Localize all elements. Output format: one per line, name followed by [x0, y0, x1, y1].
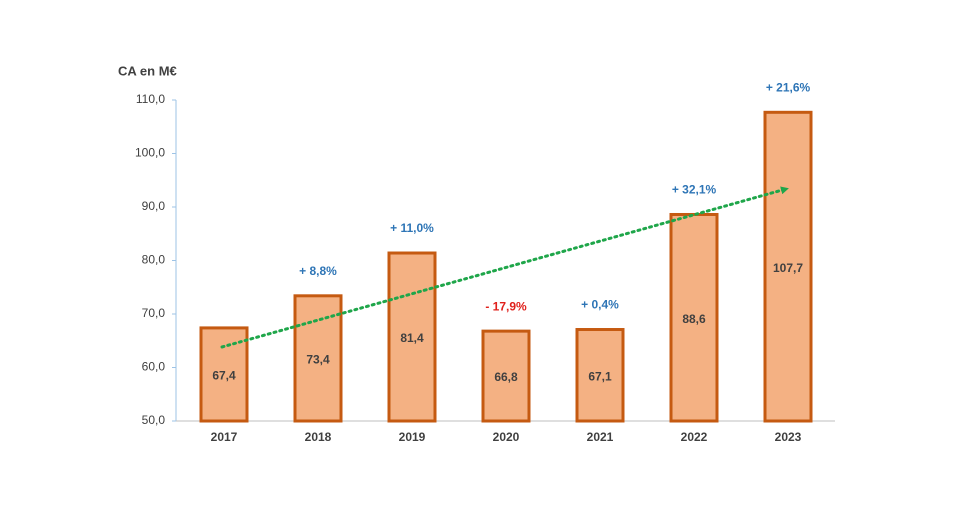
y-tick-label: 100,0 — [135, 146, 165, 160]
y-tick-label: 70,0 — [142, 306, 166, 320]
y-tick-label: 60,0 — [142, 360, 166, 374]
bar — [575, 328, 625, 423]
growth-label: + 8,8% — [299, 264, 337, 278]
growth-label: + 11,0% — [390, 221, 434, 235]
bar — [669, 212, 719, 423]
y-tick-label: 50,0 — [142, 413, 166, 427]
growth-label: + 0,4% — [581, 298, 619, 312]
value-label: 66,8 — [494, 370, 518, 384]
value-label: 81,4 — [400, 331, 424, 345]
growth-label: - 17,9% — [485, 299, 527, 313]
y-tick-label: 110,0 — [136, 92, 165, 106]
growth-label: + 32,1% — [672, 183, 717, 197]
bar — [481, 329, 531, 423]
x-tick-label: 2019 — [399, 430, 426, 444]
bar — [763, 110, 813, 423]
x-tick-label: 2020 — [493, 430, 520, 444]
trend-arrow — [220, 186, 789, 349]
value-label: 107,7 — [773, 261, 803, 275]
x-tick-label: 2017 — [211, 430, 238, 444]
value-label: 67,1 — [588, 369, 612, 383]
y-axis-label: CA en M€ — [118, 63, 177, 78]
value-label: 88,6 — [682, 312, 706, 326]
growth-label: + 21,6% — [766, 80, 811, 94]
y-tick-label: 80,0 — [142, 253, 166, 267]
x-tick-label: 2022 — [681, 430, 708, 444]
value-label: 67,4 — [212, 369, 236, 383]
x-tick-label: 2018 — [305, 430, 332, 444]
value-label: 73,4 — [306, 353, 330, 367]
x-tick-label: 2023 — [775, 430, 802, 444]
bar — [387, 251, 437, 423]
y-tick-label: 90,0 — [142, 199, 166, 213]
x-tick-label: 2021 — [587, 430, 614, 444]
